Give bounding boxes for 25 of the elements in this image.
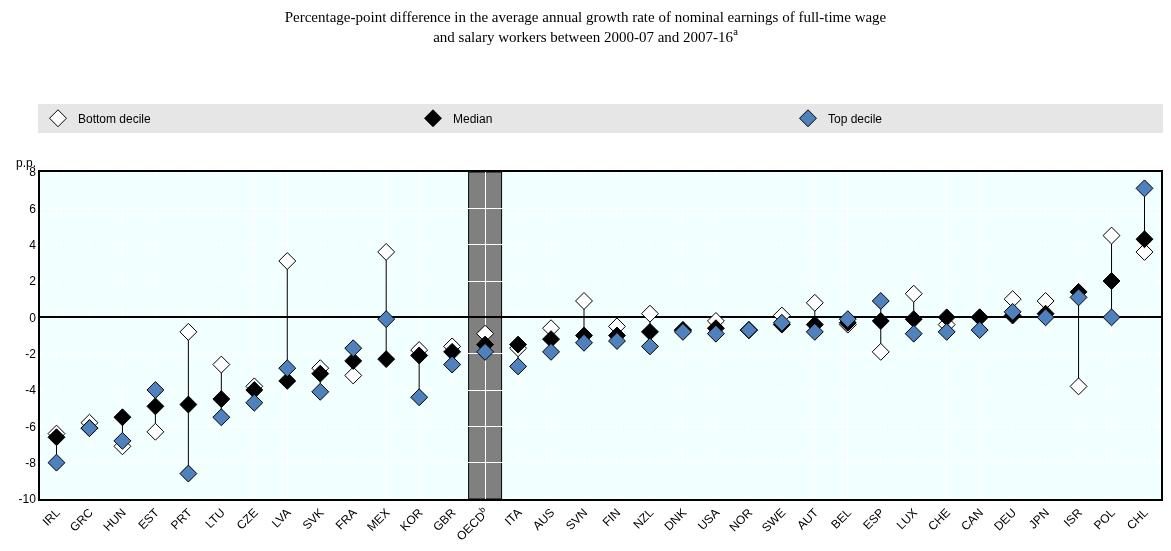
legend-label: Bottom decile xyxy=(78,111,152,126)
y-tick-label: 6 xyxy=(29,201,37,216)
y-tick-label: -4 xyxy=(25,383,37,398)
x-tick-label: NZL xyxy=(630,505,657,532)
y-tick-label: 2 xyxy=(29,274,37,289)
y-tick-label: -6 xyxy=(25,419,37,434)
legend-label: Top decile xyxy=(828,111,883,126)
legend-label: Median xyxy=(453,111,493,126)
y-tick-label: -8 xyxy=(25,455,37,470)
x-tick-label: BEL xyxy=(828,505,855,532)
y-tick-label: -2 xyxy=(25,346,37,361)
x-tick-label: ITA xyxy=(501,505,525,529)
x-tick-label: POL xyxy=(1091,505,1119,533)
chart-title: Percentage-point difference in the average annual growth rate of nominal earnings of full-time wage and salary workers between 2000-07 and 2007-16$^{a}$ xyxy=(284,9,887,45)
y-tick-label: 4 xyxy=(29,237,37,252)
y-tick-label: -10 xyxy=(18,492,37,507)
x-tick-label: ISR xyxy=(1060,505,1086,530)
x-tick-label: CHL xyxy=(1123,505,1152,533)
x-tick-label: IRL xyxy=(39,505,64,529)
x-tick-label: USA xyxy=(694,505,723,533)
x-tick-label: FIN xyxy=(599,505,624,530)
y-tick-label: 0 xyxy=(29,310,37,325)
x-tick-label: FRA xyxy=(332,505,360,533)
x-tick-label: LTU xyxy=(202,505,228,531)
x-tick-label: LVA xyxy=(268,505,294,531)
